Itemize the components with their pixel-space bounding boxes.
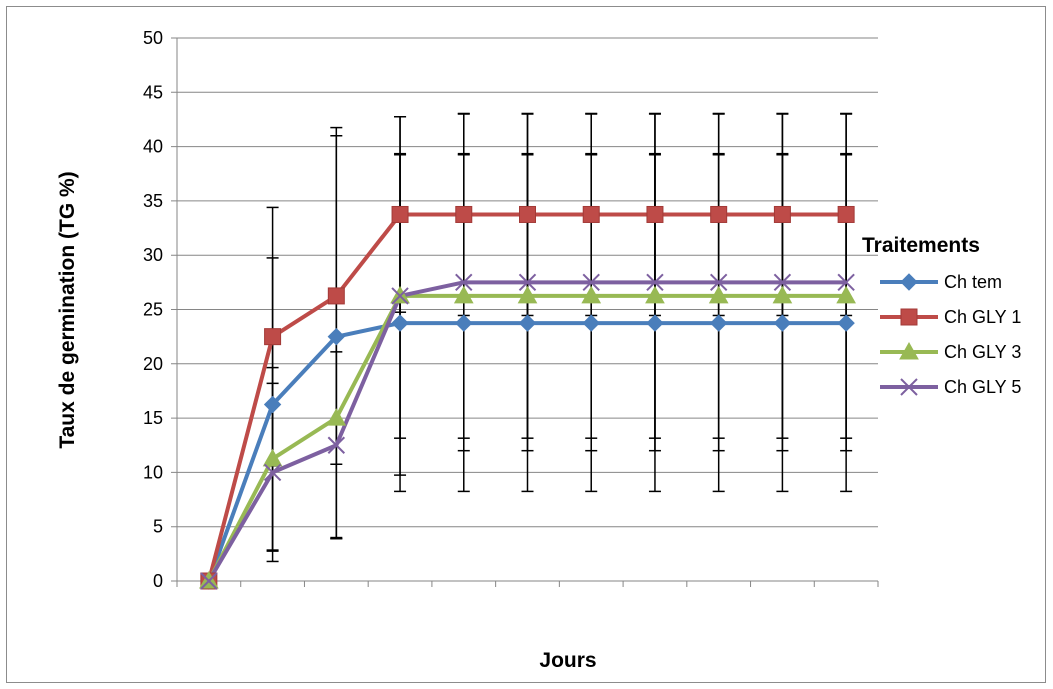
y-tick-labels: 0 5 10 15 20 25 30 35 40 45 50 xyxy=(143,28,163,591)
legend-marker xyxy=(900,378,918,396)
data-point xyxy=(836,285,856,304)
data-point xyxy=(773,273,792,292)
data-point xyxy=(773,205,791,223)
y-tick-label: 15 xyxy=(143,408,163,428)
data-point xyxy=(518,314,537,332)
chart-frame xyxy=(6,6,1046,683)
legend: Traitements Ch tem Ch GLY 1 Ch GLY 3 Ch GLY… xyxy=(862,234,1021,397)
data-point xyxy=(581,285,602,304)
y-tick-label: 45 xyxy=(143,82,163,102)
y-tick-label: 30 xyxy=(143,245,163,265)
data-point xyxy=(773,314,792,332)
gridlines xyxy=(171,37,879,587)
data-point xyxy=(391,205,409,223)
data-point xyxy=(327,436,346,454)
legend-label: Ch GLY 5 xyxy=(944,377,1021,397)
data-point xyxy=(263,395,282,414)
data-point xyxy=(645,285,665,304)
data-point xyxy=(772,285,793,304)
legend-marker xyxy=(900,273,918,291)
series-markers xyxy=(199,205,856,590)
data-point xyxy=(582,273,600,292)
data-point xyxy=(646,314,664,332)
error-bars xyxy=(266,112,853,563)
y-tick-label: 10 xyxy=(143,462,163,482)
y-tick-label: 5 xyxy=(153,517,163,537)
data-point xyxy=(710,205,728,223)
data-point xyxy=(837,273,855,292)
y-tick-label: 50 xyxy=(143,28,163,48)
data-point xyxy=(200,572,218,590)
y-tick-label: 40 xyxy=(143,137,163,157)
y-axis-title: Taux de germination (TG %) xyxy=(56,171,79,448)
data-point xyxy=(519,205,536,223)
data-point xyxy=(455,205,473,223)
legend-title: Traitements xyxy=(862,234,980,257)
y-tick-label: 35 xyxy=(143,191,163,211)
data-point xyxy=(837,205,855,223)
data-point xyxy=(582,205,600,223)
data-point xyxy=(517,285,538,304)
data-point xyxy=(582,314,600,332)
legend-label: Ch GLY 3 xyxy=(944,342,1021,362)
data-point xyxy=(327,287,345,305)
y-tick-label: 25 xyxy=(143,300,163,320)
legend-entry: Ch tem xyxy=(880,272,1002,292)
y-tick-label: 20 xyxy=(143,354,163,374)
data-point xyxy=(326,408,347,426)
legend-marker xyxy=(900,308,918,326)
data-point xyxy=(518,273,537,292)
legend-marker xyxy=(899,341,919,360)
data-point xyxy=(262,448,283,467)
data-point xyxy=(391,287,409,305)
legend-entry: Ch GLY 5 xyxy=(880,377,1021,397)
data-point xyxy=(327,327,346,346)
data-point xyxy=(708,285,729,304)
data-point xyxy=(391,314,409,332)
legend-entry: Ch GLY 3 xyxy=(880,341,1021,362)
data-point xyxy=(453,285,474,304)
legend-entry: Ch GLY 1 xyxy=(880,307,1021,327)
data-point xyxy=(646,273,664,292)
x-axis-title: Jours xyxy=(539,649,596,672)
y-tick-label: 0 xyxy=(153,571,163,591)
data-point xyxy=(264,328,282,346)
data-point xyxy=(263,463,282,482)
data-point xyxy=(455,273,473,292)
legend-label: Ch GLY 1 xyxy=(944,307,1021,327)
data-point xyxy=(837,314,855,332)
legend-label: Ch tem xyxy=(944,272,1002,292)
data-point xyxy=(646,205,664,223)
data-point xyxy=(455,314,473,332)
data-point xyxy=(709,314,728,332)
data-point xyxy=(709,273,728,292)
